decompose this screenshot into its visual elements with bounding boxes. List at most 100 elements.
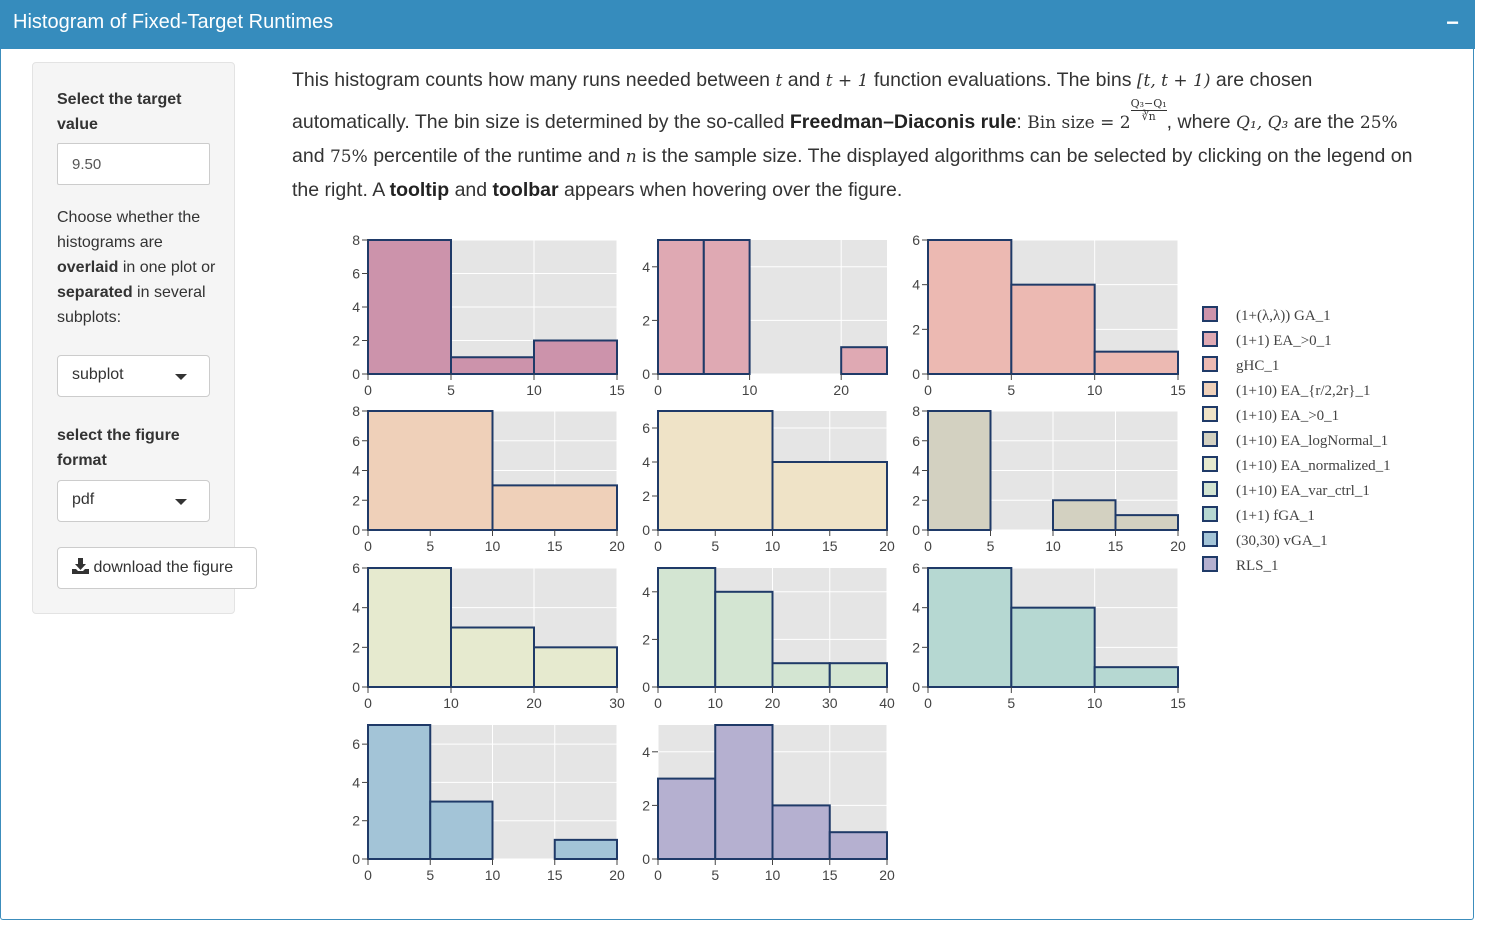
subplot-7[interactable]: 0 10 20 30 0 2 4 6	[352, 560, 625, 711]
y-tick-label: 0	[352, 679, 360, 695]
histogram-bar[interactable]	[491, 484, 618, 531]
legend-item[interactable]: RLS_1	[1202, 556, 1279, 574]
legend-item[interactable]: (1+10) EA_normalized_1	[1202, 456, 1391, 474]
y-tick-label: 0	[642, 522, 650, 538]
y-tick-label: 4	[352, 463, 360, 479]
histogram-bar[interactable]	[429, 800, 494, 860]
x-tick-label: 20	[879, 867, 895, 883]
histogram-bar[interactable]	[1093, 350, 1179, 375]
y-tick-label: 4	[912, 463, 920, 479]
histogram-bar[interactable]	[657, 239, 705, 375]
y-tick-label: 6	[352, 266, 360, 282]
histogram-bar[interactable]	[927, 239, 1013, 375]
subplot-10[interactable]: 0 5 10 15 20 0 2 4 6	[352, 724, 625, 883]
legend-item[interactable]: (1+10) EA_>0_1	[1202, 406, 1339, 424]
legend-swatch	[1202, 556, 1218, 572]
subplot-3[interactable]: 0 5 10 15 0 2 4 6	[912, 232, 1186, 398]
histogram-bar[interactable]	[771, 804, 831, 861]
legend-item[interactable]: (1+1) fGA_1	[1202, 506, 1315, 524]
histogram-bar[interactable]	[657, 410, 774, 531]
y-tick-label: 2	[352, 492, 360, 508]
collapse-button[interactable]: −	[1446, 10, 1459, 35]
legend-swatch	[1202, 331, 1218, 347]
x-tick-label: 20	[526, 695, 542, 711]
legend-swatch	[1202, 481, 1218, 497]
legend-item[interactable]: gHC_1	[1202, 356, 1279, 374]
x-tick-label: 0	[364, 538, 372, 554]
x-tick-label: 15	[822, 867, 838, 883]
x-tick-label: 10	[1087, 382, 1103, 398]
legend-label: RLS_1	[1236, 558, 1279, 574]
legend-item[interactable]: (30,30) vGA_1	[1202, 531, 1328, 549]
histogram-bar[interactable]	[450, 356, 535, 375]
y-tick-label: 2	[912, 639, 920, 655]
y-tick-label: 4	[642, 454, 650, 470]
histogram-bar[interactable]	[714, 724, 774, 860]
histogram-bar[interactable]	[1010, 606, 1096, 689]
chevron-down-icon	[175, 499, 187, 505]
legend-swatch	[1202, 456, 1218, 472]
x-tick-label: 10	[1087, 695, 1103, 711]
subplot-8[interactable]: 0 10 20 30 40 0 2 4	[642, 567, 895, 711]
histogram-bar[interactable]	[367, 724, 432, 860]
y-tick-label: 6	[352, 560, 360, 576]
y-tick-label: 0	[912, 522, 920, 538]
histogram-bar[interactable]	[553, 838, 618, 860]
y-tick-label: 6	[352, 433, 360, 449]
histogram-bar[interactable]	[828, 662, 888, 689]
histogram-bar[interactable]	[367, 239, 452, 375]
subplot-9[interactable]: 0 5 10 15 0 2 4 6	[912, 560, 1186, 711]
histogram-bar[interactable]	[927, 410, 992, 531]
y-tick-label: 4	[352, 774, 360, 790]
histogram-bar[interactable]	[533, 339, 618, 375]
y-tick-label: 0	[642, 366, 650, 382]
histogram-bar[interactable]	[828, 831, 888, 861]
legend-item[interactable]: (1+10) EA_{r/2,2r}_1	[1202, 381, 1371, 399]
subplot-1[interactable]: 0 5 10 15 0 2 4 6 8	[352, 232, 625, 398]
histogram-bar[interactable]	[450, 626, 535, 688]
subplot-11[interactable]: 0 5 10 15 20 0 2 4	[642, 724, 895, 883]
histogram-bar[interactable]	[840, 346, 889, 376]
histogram-bar[interactable]	[657, 567, 717, 688]
histogram-bar[interactable]	[1114, 514, 1179, 531]
y-tick-label: 2	[352, 639, 360, 655]
histogram-bar[interactable]	[927, 567, 1013, 688]
histogram-bar[interactable]	[702, 239, 751, 375]
legend[interactable]: (1+(λ,λ)) GA_1 (1+1) EA_>0_1 gHC_1 (1+10) E…	[1202, 306, 1391, 574]
legend-swatch	[1202, 381, 1218, 397]
y-tick-label: 8	[352, 403, 360, 419]
subplot-6[interactable]: 0 5 10 15 20 0 2 4 6 8	[912, 403, 1186, 554]
y-tick-label: 0	[352, 522, 360, 538]
histogram-bar[interactable]	[1093, 666, 1179, 689]
histogram-bar[interactable]	[771, 461, 888, 531]
y-tick-label: 0	[642, 679, 650, 695]
y-tick-label: 0	[912, 679, 920, 695]
histogram-bar[interactable]	[657, 777, 717, 860]
histogram-bar[interactable]	[771, 662, 831, 689]
subplot-4[interactable]: 0 5 10 15 20 0 2 4 6 8	[352, 403, 625, 554]
x-tick-label: 15	[609, 382, 625, 398]
histogram-bar[interactable]	[714, 590, 774, 688]
histogram-bar[interactable]	[1052, 499, 1117, 531]
legend-swatch	[1202, 506, 1218, 522]
format-select[interactable]: pdf	[57, 480, 210, 522]
mode-select[interactable]: subplot	[57, 355, 210, 397]
y-tick-label: 0	[912, 366, 920, 382]
legend-item[interactable]: (1+10) EA_logNormal_1	[1202, 431, 1388, 449]
target-value-input[interactable]: 9.50	[57, 143, 210, 185]
subplot-2[interactable]: 0 10 20 0 2 4	[642, 239, 889, 398]
legend-item[interactable]: (1+(λ,λ)) GA_1	[1202, 306, 1331, 324]
x-tick-label: 10	[765, 867, 781, 883]
x-tick-label: 20	[609, 867, 625, 883]
histogram-bar[interactable]	[367, 410, 494, 531]
histogram-bar[interactable]	[533, 646, 618, 688]
subplot-5[interactable]: 0 5 10 15 20 0 2 4 6	[642, 410, 895, 554]
legend-item[interactable]: (1+1) EA_>0_1	[1202, 331, 1332, 349]
download-figure-button[interactable]: download the figure	[57, 547, 257, 589]
x-tick-label: 20	[1170, 538, 1186, 554]
histogram-bar[interactable]	[1010, 283, 1096, 375]
legend-item[interactable]: (1+10) EA_var_ctrl_1	[1202, 481, 1370, 499]
histogram-bar[interactable]	[367, 567, 452, 688]
y-tick-label: 2	[642, 797, 650, 813]
